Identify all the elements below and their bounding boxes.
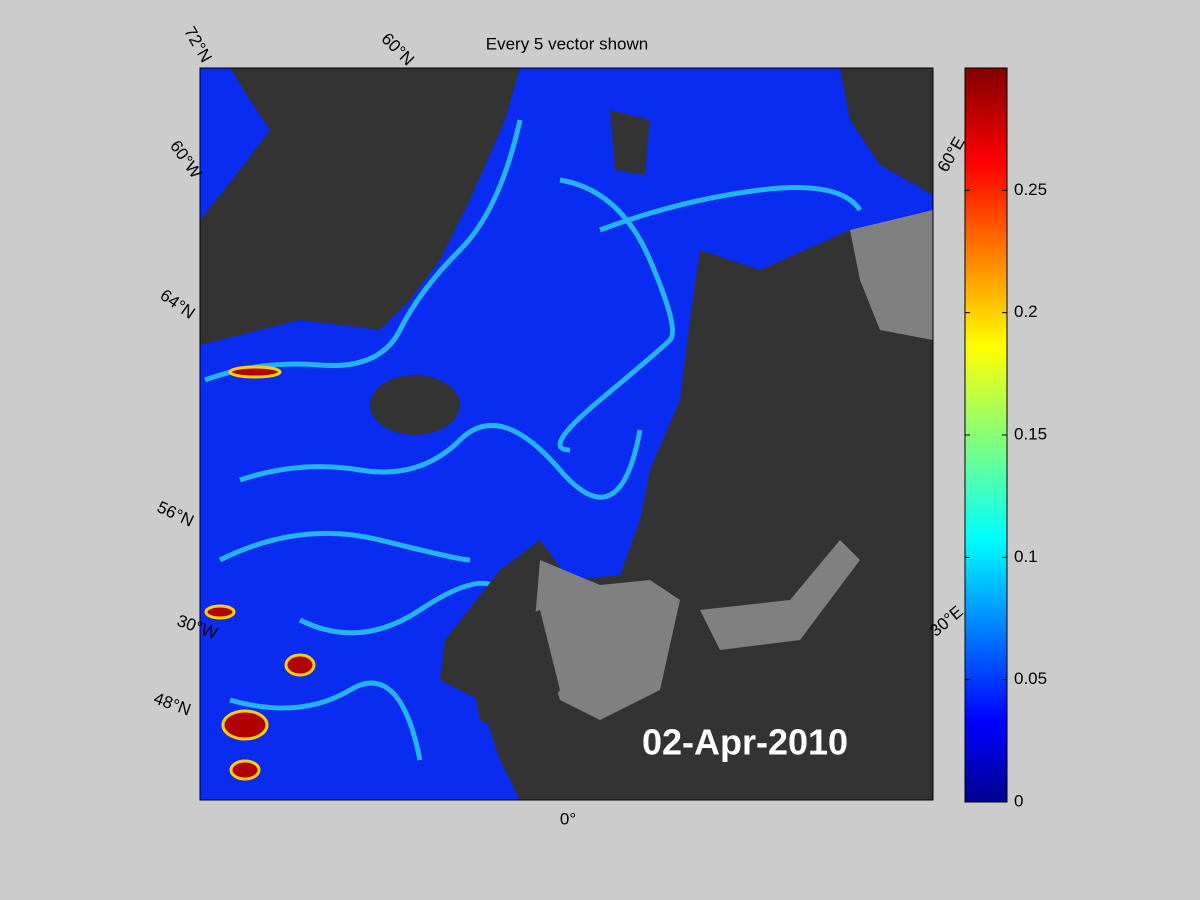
colorbar-tick-label: 0.05 <box>1014 669 1047 688</box>
date-label: 02-Apr-2010 <box>642 722 848 763</box>
colorbar-ticks: 0 0.05 0.1 0.15 0.2 0.25 <box>965 180 1047 810</box>
colorbar-tick-label: 0.25 <box>1014 180 1047 199</box>
colorbar-tick-label: 0.2 <box>1014 302 1038 321</box>
colorbar-tick-label: 0.15 <box>1014 424 1047 443</box>
map-title: Every 5 vector shown <box>486 34 649 53</box>
graticule-label: 60°E <box>934 134 969 176</box>
map-area: 02-Apr-2010 <box>200 68 933 800</box>
graticule-label: 56°N <box>154 497 196 530</box>
graticule-label: 64°N <box>157 285 199 322</box>
colorbar-tick-label: 0.1 <box>1014 547 1038 566</box>
eddies <box>204 365 316 781</box>
map-frame <box>199 67 934 801</box>
colorbar-tick-label: 0 <box>1014 791 1023 810</box>
graticule-label: 48°N <box>151 689 193 720</box>
shallow-seas <box>535 210 933 720</box>
current-streaks <box>204 119 863 761</box>
graticule-label: 60°N <box>378 29 418 69</box>
graticule-label: 0° <box>560 809 576 828</box>
british-isles <box>470 610 560 740</box>
colorbar <box>964 67 1008 803</box>
graticule-label: 72°N <box>180 23 215 65</box>
